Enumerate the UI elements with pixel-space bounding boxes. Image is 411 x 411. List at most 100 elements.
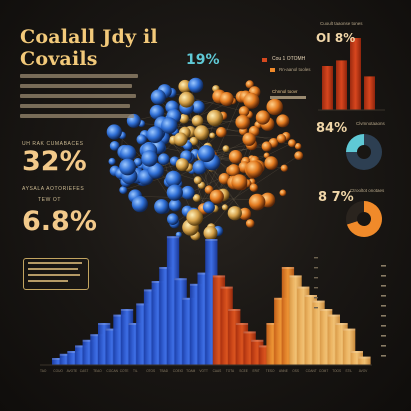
- bar-cap: [266, 323, 279, 325]
- molecule-atom: [133, 157, 143, 167]
- molecule-atom: [238, 207, 252, 221]
- molecule-atom: [192, 160, 207, 175]
- molecule-atom: [219, 92, 234, 106]
- x-tick-label: COEIO: [173, 369, 184, 373]
- molecule-atom: [206, 109, 223, 127]
- stat2-label: AYSALA AOTORIEFES: [22, 186, 85, 192]
- y-tick-mark: [381, 265, 386, 267]
- bar-cap: [120, 309, 134, 311]
- x-tick-label: AVOTE: [67, 369, 78, 373]
- mini-bar-d: [364, 76, 375, 110]
- x-tick-label: TOOS: [332, 369, 341, 373]
- molecule-atom: [191, 100, 205, 114]
- bar-cap: [327, 314, 340, 317]
- molecule-atom: [246, 160, 263, 178]
- molecule-atom: [222, 145, 230, 153]
- donut-chart-2: [345, 201, 383, 237]
- y-tick-mark: [381, 335, 386, 337]
- bar-cap: [358, 356, 371, 359]
- bar-cap: [235, 323, 249, 325]
- center-percent: 19%: [186, 52, 220, 68]
- molecule-atom: [109, 141, 120, 151]
- molecule-atom: [178, 91, 195, 108]
- x-tick-label: VOTT: [199, 369, 208, 373]
- molecule-atom: [221, 204, 229, 211]
- y-tick-mark: [314, 277, 318, 279]
- molecule-atom: [189, 136, 199, 146]
- legend-item-2: Rn-aanol tooles: [279, 67, 311, 72]
- x-tick-label: TEAO: [93, 369, 102, 373]
- legend-item-3: Chnnol toovr: [272, 89, 298, 94]
- x-tick-label: CAAS: [213, 369, 222, 373]
- molecule-atom: [255, 110, 270, 125]
- x-tick-label: OSS: [292, 369, 299, 373]
- text-line: [20, 84, 132, 88]
- molecule-atom: [197, 145, 215, 163]
- bar-cap: [212, 275, 226, 278]
- donut1-slice-slate: [346, 134, 382, 170]
- y-tick-mark: [314, 257, 318, 259]
- bar-cap: [220, 286, 233, 289]
- bar-cap: [197, 272, 210, 275]
- molecule-atom: [149, 104, 165, 120]
- mid-stat: 84%: [316, 121, 348, 136]
- molecule-atom: [276, 134, 287, 144]
- molecule-atom: [108, 157, 116, 166]
- bar-cap: [166, 236, 180, 239]
- molecule-atom: [280, 164, 288, 172]
- bar-cap: [258, 345, 272, 348]
- bar-cap: [90, 334, 103, 337]
- molecule-atom: [235, 114, 250, 130]
- bar-b2: [59, 353, 72, 365]
- molecule-atom: [178, 79, 192, 94]
- bar-cap: [297, 286, 310, 289]
- top-stat: OI 8%: [316, 31, 356, 45]
- molecule-atom: [264, 156, 279, 170]
- molecule-atom: [120, 145, 137, 162]
- molecule-atom: [227, 164, 240, 177]
- main-bar-series: [40, 236, 372, 366]
- bar-cap: [343, 328, 356, 331]
- molecule-atom: [175, 158, 189, 172]
- molecule-atom: [119, 158, 136, 176]
- bar-cap: [136, 303, 149, 306]
- molecule-atom: [216, 127, 227, 138]
- molecule-atom: [202, 201, 215, 214]
- bar-cap: [251, 339, 264, 342]
- bar-cap: [159, 267, 172, 269]
- x-tick-label: STIL: [345, 369, 352, 373]
- molecule-atom: [173, 132, 188, 147]
- y-tick-mark: [314, 267, 318, 269]
- y-tick-mark: [381, 325, 386, 327]
- bar-b41: [358, 356, 371, 365]
- molecule-atom: [245, 219, 255, 228]
- y-tick-mark: [381, 355, 386, 357]
- title-line-2: Covails: [20, 48, 98, 70]
- legend-item-1: Cou 1 OTOMH: [272, 56, 306, 62]
- x-tick-label: TOAM: [186, 369, 195, 373]
- y-tick-mark: [381, 345, 386, 347]
- donut1-slice-teal: [346, 134, 364, 152]
- x-tick-label: TBAD: [160, 369, 169, 373]
- molecule-atom: [119, 186, 128, 195]
- molecule-bond: [135, 196, 268, 201]
- callout-line: [28, 274, 80, 276]
- text-line: [20, 114, 134, 118]
- title-line-1: Coalall Jdy il: [20, 26, 158, 48]
- bar-cap: [52, 358, 65, 360]
- stat1-value: 32%: [22, 146, 87, 177]
- bar-cap: [228, 309, 241, 311]
- y-tick-mark: [381, 305, 386, 307]
- mini-bar-chart: [318, 38, 385, 111]
- bar-cap: [182, 297, 195, 300]
- legend-bar: [270, 96, 306, 99]
- molecule-atom: [245, 80, 254, 89]
- bar-cap: [151, 281, 164, 283]
- molecule-atom: [238, 106, 250, 117]
- bottom-stat-label: Ctrooltot onotaes: [350, 188, 385, 193]
- callout-line: [28, 268, 78, 270]
- x-tick-label: AVOV: [359, 369, 368, 373]
- bar-cap: [82, 339, 95, 342]
